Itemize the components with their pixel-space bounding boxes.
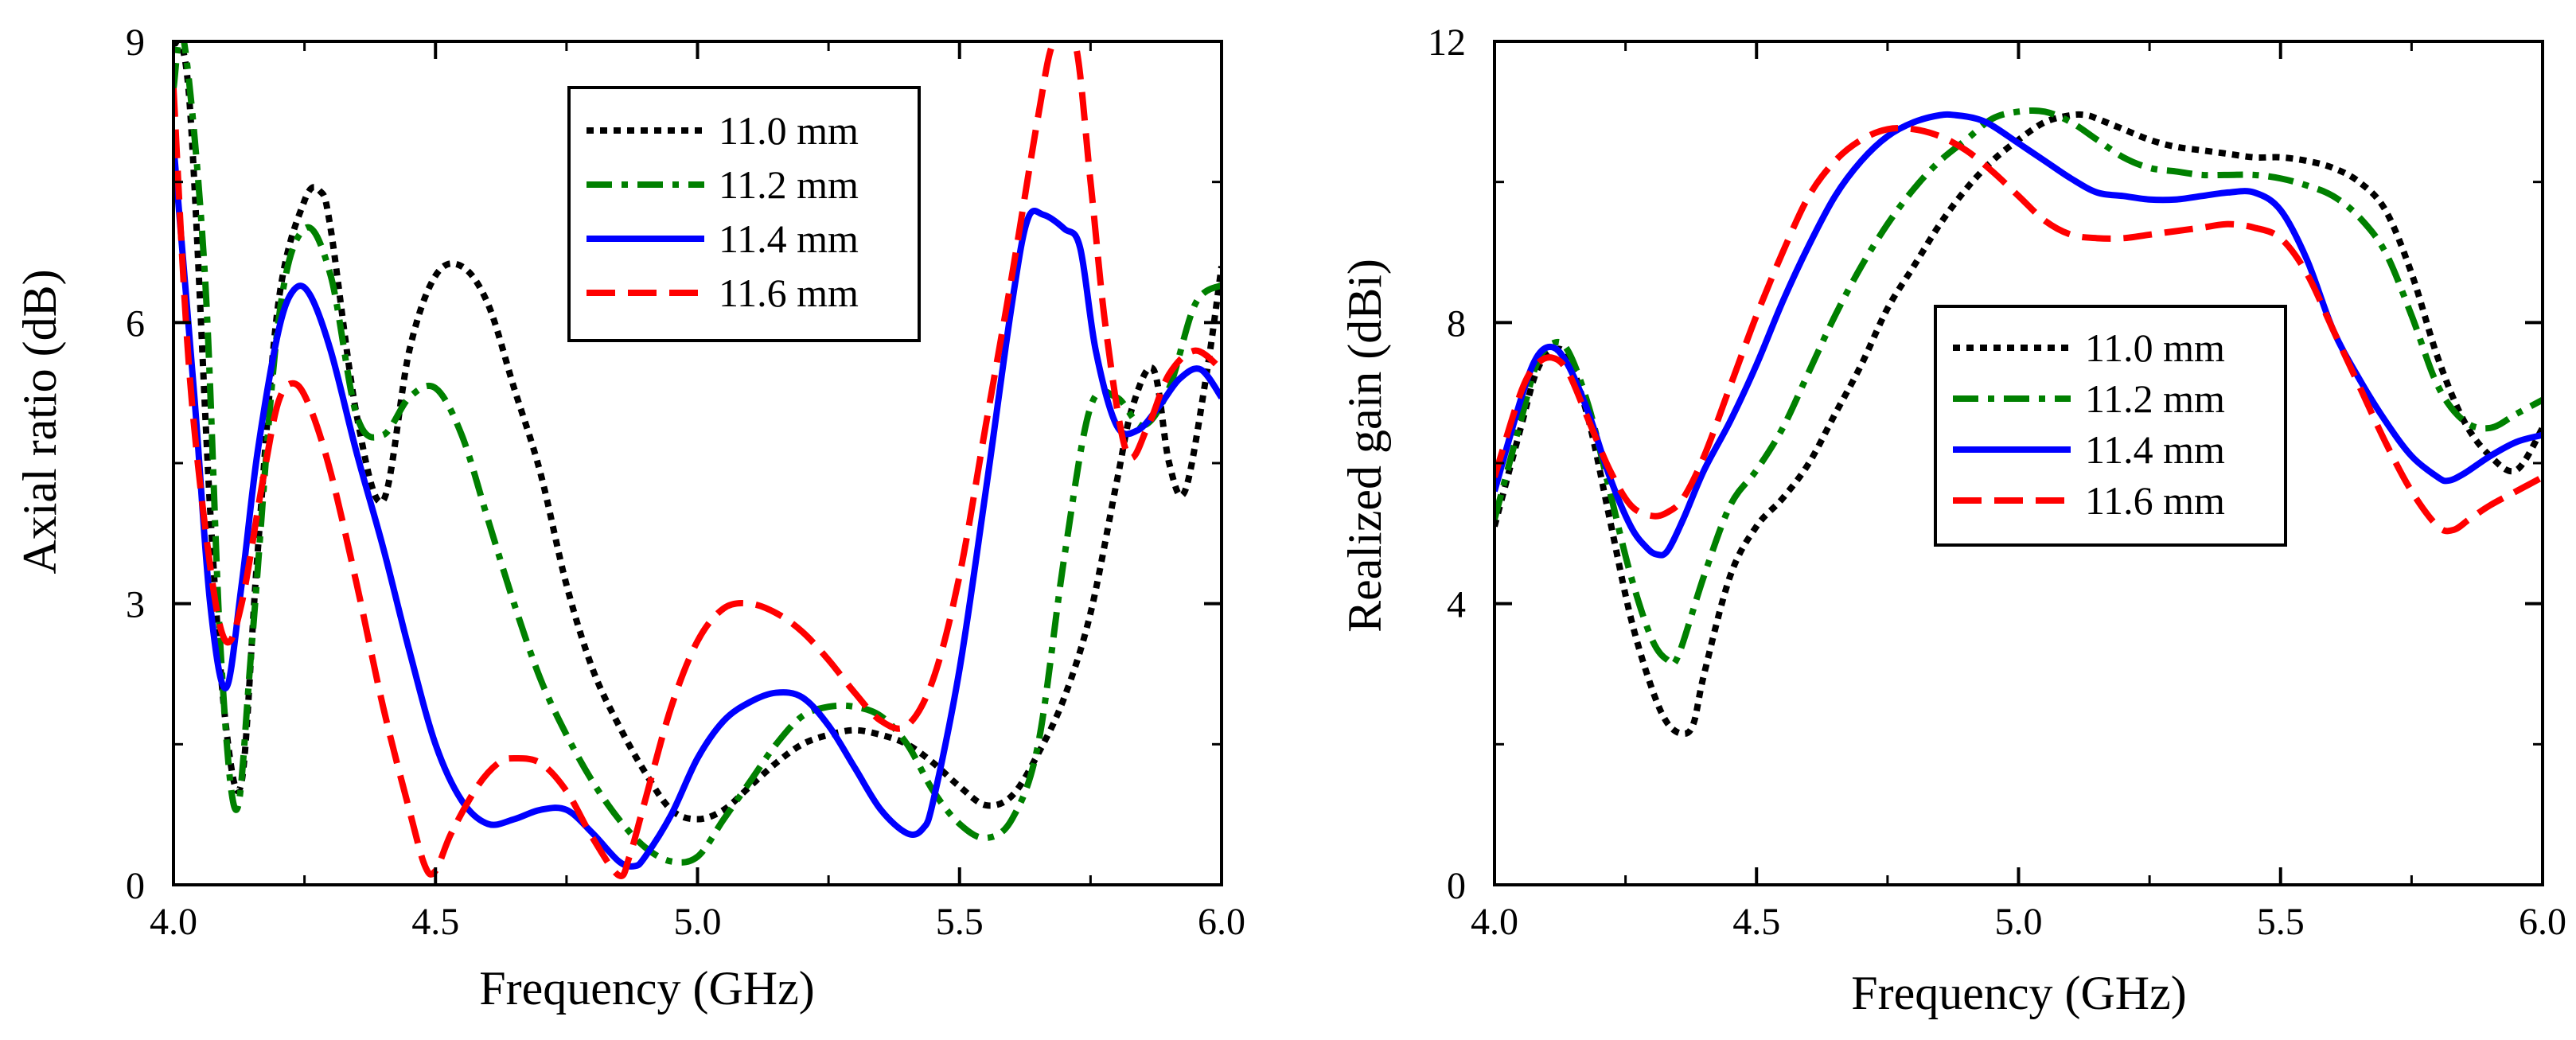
x-tick-label: 5.0 (674, 901, 722, 943)
y-tick-label: 6 (126, 302, 145, 345)
legend-label: 11.6 mm (719, 271, 859, 315)
series-line-11-6-mm (1495, 125, 2543, 535)
legend-label: 11.4 mm (719, 216, 859, 261)
legend-label: 11.0 mm (719, 108, 859, 153)
x-axis-label: Frequency (GHz) (1851, 967, 2187, 1019)
x-tick-label: 5.5 (2257, 901, 2305, 943)
series-lines (1495, 107, 2543, 738)
legend: 11.0 mm 11.2 mm 11.4 mm 11.6 mm (1934, 305, 2287, 547)
y-tick-label: 3 (126, 584, 145, 626)
y-tick-label: 8 (1447, 302, 1466, 345)
x-tick-label: 4.0 (1471, 901, 1518, 943)
y-tick-label: 0 (126, 865, 145, 907)
series-line-11-0-mm (1495, 111, 2543, 738)
x-axis-label: Frequency (GHz) (479, 962, 815, 1015)
legend-label: 11.0 mm (2085, 325, 2225, 370)
y-axis-label: Axial ratio (dB) (14, 269, 66, 574)
legend-label: 11.2 mm (719, 162, 859, 207)
y-axis-label: Realized gain (dBi) (1339, 259, 1391, 633)
plot-area: 4.0 4.5 5.0 5.5 6.0 0 4 8 12 (1428, 21, 2566, 943)
y-tick-label: 12 (1428, 21, 1466, 64)
y-tick-label: 9 (126, 21, 145, 64)
series-line-11-4-mm (1495, 111, 2543, 559)
x-tick-label: 4.5 (411, 901, 459, 943)
y-tick-label: 0 (1447, 865, 1466, 907)
series-line-11-0-mm (173, 41, 1222, 823)
series-line-11-6-mm (173, 41, 1222, 879)
legend-label: 11.2 mm (2085, 376, 2225, 421)
series-line-11-4-mm (173, 144, 1222, 870)
x-tick-label: 5.5 (936, 901, 984, 943)
realized-gain-chart: Realized gain (dBi) Frequency (GHz) 4.0 4… (1339, 21, 2566, 1019)
axial-ratio-chart: Axial ratio (dB) Frequency (GHz) 4.0 4.5 5… (14, 21, 1245, 1015)
plot-area: 4.0 4.5 5.0 5.5 6.0 0 3 6 9 (126, 21, 1245, 943)
x-tick-label: 4.0 (150, 901, 197, 943)
x-tick-label: 4.5 (1732, 901, 1780, 943)
legend: 11.0 mm 11.2 mm 11.4 mm 11.6 mm (567, 86, 921, 342)
x-tick-label: 6.0 (2519, 901, 2566, 943)
series-line-11-2-mm (173, 41, 1222, 866)
x-tick-label: 6.0 (1198, 901, 1245, 943)
legend-label: 11.4 mm (2085, 427, 2225, 472)
legend-label: 11.6 mm (2085, 478, 2225, 523)
y-tick-label: 4 (1447, 584, 1466, 626)
x-tick-label: 5.0 (1995, 901, 2043, 943)
series-lines (173, 41, 1222, 879)
